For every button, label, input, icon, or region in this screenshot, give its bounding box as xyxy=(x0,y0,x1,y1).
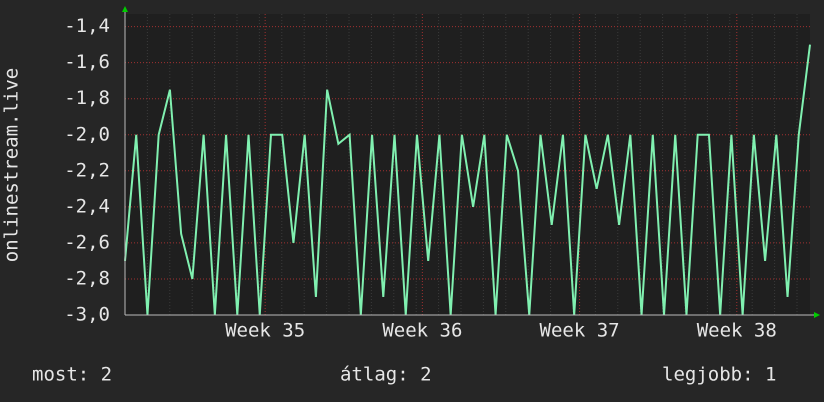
y-tick-label: -2,0 xyxy=(64,123,110,145)
y-tick-label: -1,6 xyxy=(64,51,110,73)
x-tick-label: Week 35 xyxy=(225,320,305,342)
stat-label: legjobb: 1 xyxy=(662,364,776,386)
x-tick-label: Week 38 xyxy=(697,320,777,342)
y-tick-label: -1,8 xyxy=(64,87,110,109)
x-tick-label: Week 37 xyxy=(540,320,620,342)
axis-arrow xyxy=(122,6,128,12)
y-axis-label: onlinestream.live xyxy=(1,68,23,262)
y-tick-label: -2,2 xyxy=(64,159,110,181)
y-tick-label: -2,8 xyxy=(64,267,110,289)
x-tick-label: Week 36 xyxy=(382,320,462,342)
y-tick-label: -1,4 xyxy=(64,15,110,37)
y-tick-label: -2,6 xyxy=(64,231,110,253)
y-tick-label: -3,0 xyxy=(64,304,110,326)
axis-arrow xyxy=(814,312,820,318)
line xyxy=(124,44,811,316)
stat-label: átlag: 2 xyxy=(340,364,432,386)
stat-label: most: 2 xyxy=(32,364,112,386)
y-tick-label: -2,4 xyxy=(64,195,110,217)
